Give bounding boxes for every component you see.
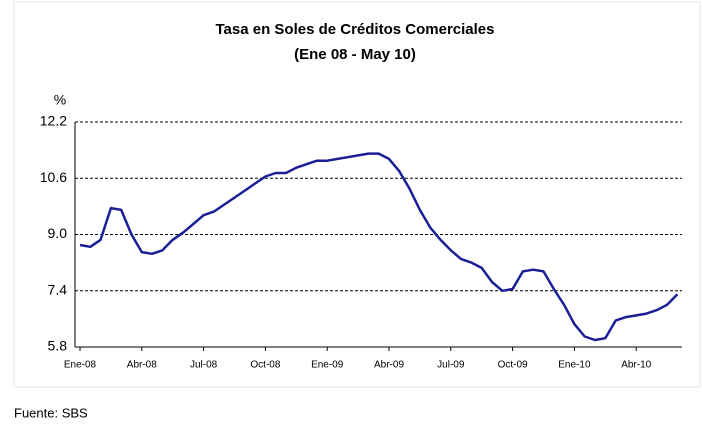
chart-frame xyxy=(13,1,701,388)
source-note: Fuente: SBS xyxy=(14,405,88,420)
data-line xyxy=(79,152,679,342)
y-tick-label: 12.2 xyxy=(40,113,67,129)
x-tick-label: Ene-08 xyxy=(64,360,97,371)
y-axis-label: % xyxy=(54,92,66,108)
x-tick-label: Abr-10 xyxy=(621,360,651,371)
x-tick-label: Ene-09 xyxy=(311,360,344,371)
x-tick-label: Oct-08 xyxy=(250,360,280,371)
chart-subtitle: (Ene 08 - May 10) xyxy=(294,46,416,63)
y-tick-label: 7.4 xyxy=(48,281,68,297)
y-tick-label: 10.6 xyxy=(40,169,67,185)
chart-title: Tasa en Soles de Créditos Comerciales xyxy=(215,21,494,38)
x-tick-label: Ene-10 xyxy=(558,360,591,371)
x-tick-label: Abr-09 xyxy=(374,360,404,371)
x-tick-label: Jul-08 xyxy=(190,360,218,371)
x-tick-label: Oct-09 xyxy=(498,360,528,371)
y-tick-label: 9.0 xyxy=(48,225,68,241)
x-tick-label: Jul-09 xyxy=(437,360,465,371)
y-tick-label: 5.8 xyxy=(48,338,68,354)
x-tick-label: Abr-08 xyxy=(127,360,157,371)
